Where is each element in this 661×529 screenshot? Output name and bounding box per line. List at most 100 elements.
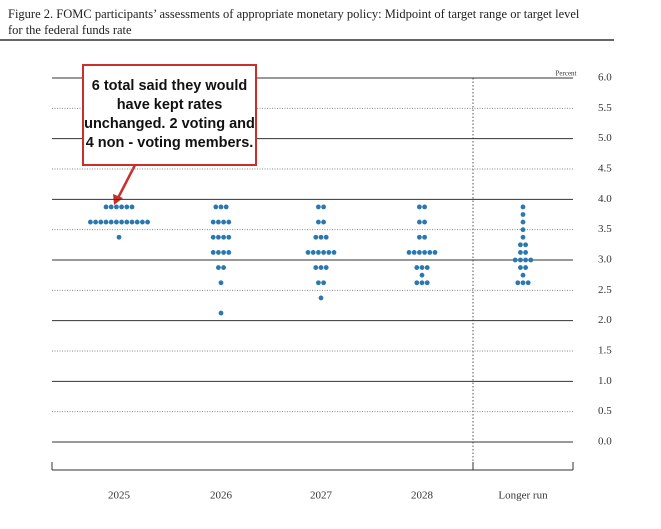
dot [310, 250, 316, 255]
dot [218, 310, 224, 316]
y-tick-label: 4.0 [598, 193, 612, 205]
dot [518, 257, 523, 263]
y-tick-label: 1.5 [598, 345, 612, 357]
dot [422, 219, 427, 225]
dot [98, 219, 104, 225]
dot [432, 250, 438, 255]
x-tick-label: 2025 [108, 490, 131, 502]
y-tick-label: 2.5 [598, 284, 612, 296]
dot [323, 234, 329, 240]
dot [221, 265, 227, 270]
annotation-text: 6 total said they would have kept rates … [84, 78, 255, 151]
dot [520, 227, 526, 233]
dot [331, 250, 337, 255]
dot [223, 204, 229, 210]
x-tick-label: 2028 [411, 490, 434, 502]
dot [424, 265, 430, 270]
dot [318, 295, 324, 301]
dot [119, 219, 124, 225]
x-tick-label: 2027 [310, 490, 333, 502]
dot [422, 234, 427, 240]
dot [523, 265, 528, 270]
dot [323, 265, 329, 270]
dot [520, 272, 526, 278]
y-tick-label: 6.0 [598, 72, 612, 84]
dot [321, 219, 326, 225]
dot [145, 219, 151, 225]
dot [140, 219, 145, 225]
x-tick-label: Longer run [498, 490, 548, 502]
x-tick-label: 2026 [210, 490, 233, 502]
dot [419, 265, 425, 270]
dot [305, 250, 311, 255]
dot [221, 234, 227, 240]
unit-label: Percent [556, 70, 577, 78]
dot [520, 234, 526, 240]
dot [216, 234, 221, 240]
dot [419, 272, 425, 278]
dot [216, 265, 221, 270]
dot [417, 234, 422, 240]
dot [316, 250, 321, 255]
y-tick-label: 3.5 [598, 223, 612, 235]
dot [129, 219, 135, 225]
dot [321, 280, 326, 286]
dot [523, 242, 528, 248]
dot [520, 280, 526, 286]
dot [422, 204, 427, 210]
y-tick-label: 0.5 [598, 405, 612, 417]
dot [88, 219, 93, 225]
dot [129, 204, 135, 210]
dot [518, 250, 523, 255]
dot [210, 250, 216, 255]
y-tick-label: 0.0 [598, 436, 612, 448]
dot [321, 204, 326, 210]
dot [313, 234, 319, 240]
dot [406, 250, 412, 255]
dot [221, 219, 227, 225]
dot [525, 280, 531, 286]
dot [216, 250, 221, 255]
dot [114, 219, 119, 225]
dot [518, 265, 523, 270]
dot [414, 280, 420, 286]
dot [213, 204, 219, 210]
y-tick-label: 4.5 [598, 163, 612, 175]
dot [313, 265, 319, 270]
dot [134, 219, 140, 225]
dot [414, 265, 420, 270]
dot [528, 257, 534, 263]
dot [210, 219, 216, 225]
dot [520, 219, 526, 225]
dot [424, 280, 430, 286]
x-axis-ticks [51, 462, 574, 470]
dot [411, 250, 417, 255]
dot [114, 204, 119, 210]
dot [518, 242, 523, 248]
dot [417, 219, 422, 225]
dot [318, 265, 324, 270]
dot [512, 257, 518, 263]
dot [124, 204, 130, 210]
dot [321, 250, 326, 255]
dot [103, 204, 109, 210]
dot [523, 257, 528, 263]
dot [417, 250, 422, 255]
chart-title: Figure 2. FOMC participants’ assessments… [8, 7, 580, 37]
dot [417, 204, 422, 210]
dot [218, 204, 224, 210]
dot [93, 219, 98, 225]
dot [116, 234, 122, 240]
dot [318, 234, 324, 240]
dot [427, 250, 433, 255]
dot [523, 250, 528, 255]
y-tick-label: 1.0 [598, 375, 612, 387]
dot [226, 250, 232, 255]
dot [124, 219, 130, 225]
annotation: 6 total said they would have kept rates … [82, 64, 257, 166]
dot [316, 219, 321, 225]
y-tick-label: 5.5 [598, 102, 612, 114]
dot [422, 250, 427, 255]
dot [520, 212, 526, 217]
